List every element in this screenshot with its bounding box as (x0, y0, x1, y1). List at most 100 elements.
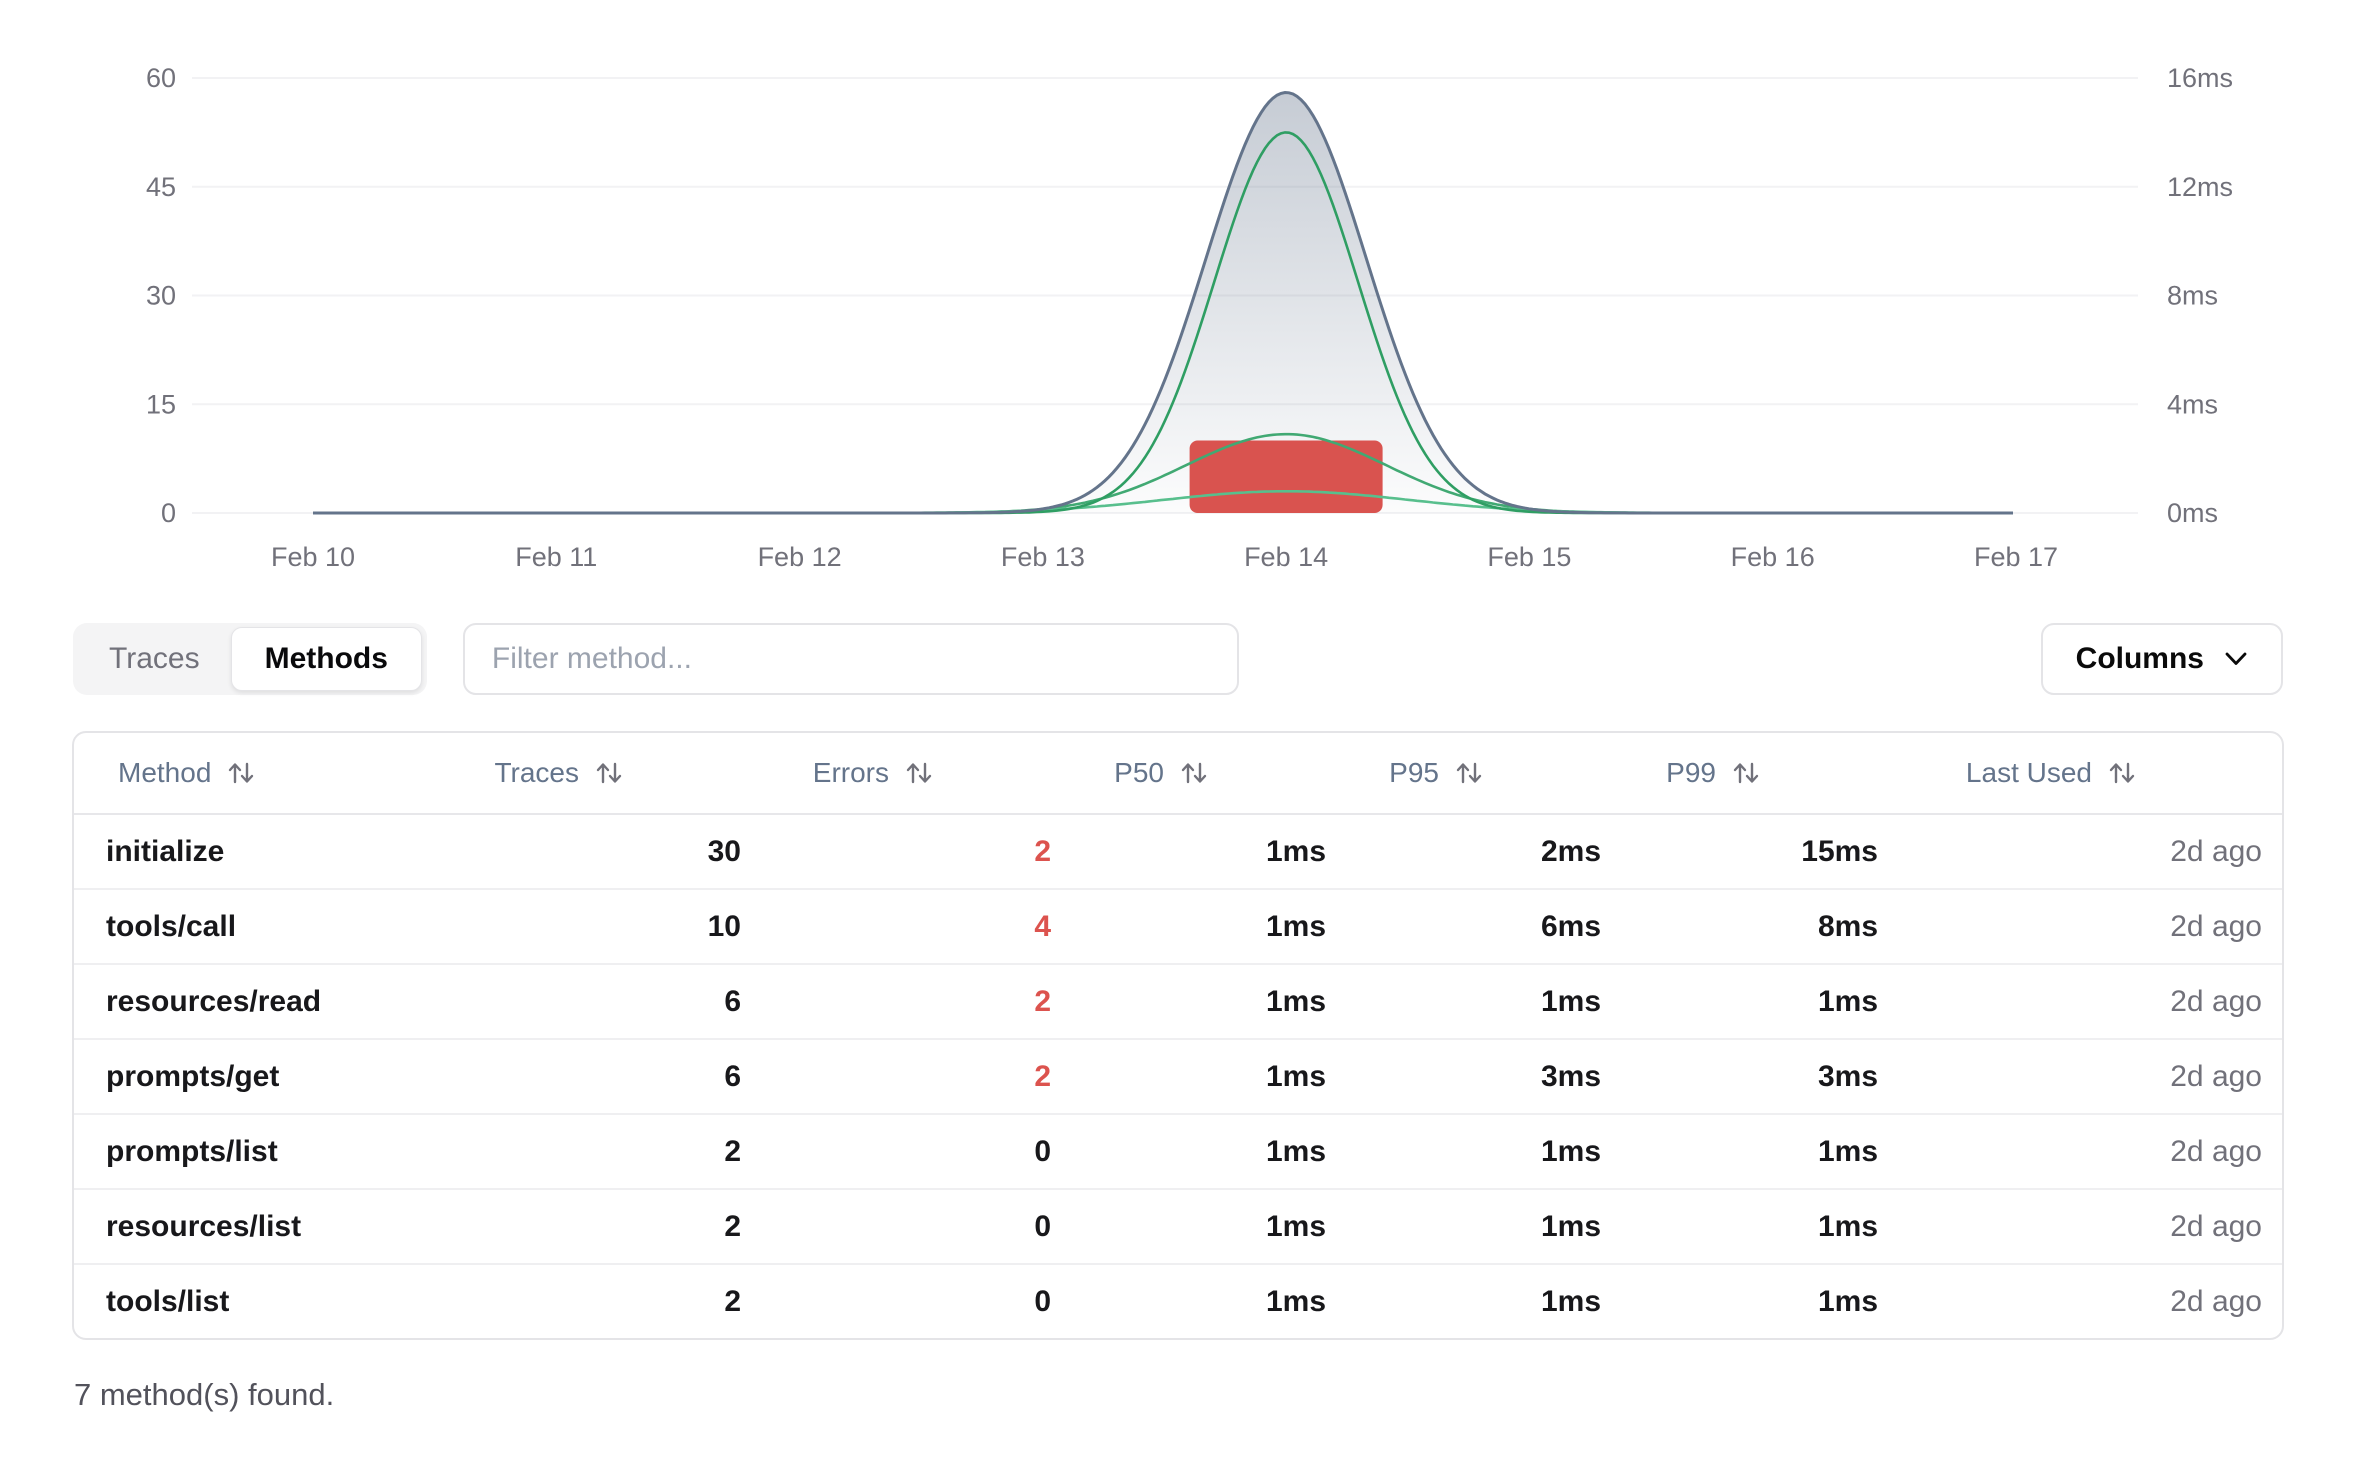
column-header-p99[interactable]: P99 (1629, 733, 1906, 815)
cell-p50: 1ms (1079, 1113, 1354, 1189)
x-axis-tick: Feb 15 (1487, 542, 1571, 572)
cell-errors: 4 (769, 888, 1079, 964)
cell-traces: 6 (562, 963, 769, 1039)
column-header-label: Method (118, 757, 212, 788)
traces-line (313, 90, 2013, 515)
column-header-method[interactable]: Method (74, 733, 562, 815)
cell-traces: 2 (562, 1263, 769, 1338)
cell-p95: 1ms (1354, 1113, 1629, 1189)
column-header-label: P95 (1389, 757, 1439, 788)
x-axis-tick: Feb 11 (515, 542, 597, 572)
tab-traces[interactable]: Traces (109, 642, 200, 675)
cell-last-used: 2d ago (1906, 963, 2282, 1039)
cell-traces: 30 (707, 834, 741, 868)
cell-p99: 1ms (1629, 1188, 1906, 1264)
traces-area (313, 92, 2016, 513)
cell-last-used: 2d ago (1906, 1038, 2282, 1114)
column-header-errors[interactable]: Errors (769, 733, 1079, 815)
cell-errors: 0 (769, 1113, 1079, 1189)
columns-button-label: Columns (2075, 642, 2204, 675)
column-header-last-used[interactable]: Last Used (1906, 733, 2282, 815)
right-axis-tick: 8ms (2167, 281, 2218, 311)
left-axis-tick: 45 (146, 172, 176, 202)
x-axis-tick: Feb 13 (1001, 542, 1085, 572)
cell-method: prompts/get (74, 1038, 562, 1114)
column-header-label: Last Used (1965, 757, 2092, 788)
table-row[interactable]: tools/call 10 4 1ms 6ms 8ms 2d ago (74, 888, 2282, 964)
cell-last-used: 2d ago (1906, 1263, 2282, 1338)
x-axis-tick: Feb 14 (1244, 542, 1328, 572)
cell-p95: 1ms (1354, 1263, 1629, 1338)
cell-p95: 3ms (1354, 1038, 1629, 1114)
result-count-text: 7 method(s) found. (74, 1377, 335, 1412)
sort-icon (596, 762, 622, 784)
left-axis-tick: 60 (146, 63, 176, 93)
cell-p95: 1ms (1354, 963, 1629, 1039)
left-axis-tick: 30 (146, 281, 176, 311)
table-row[interactable]: resources/list 2 0 1ms 1ms 1ms 2d ago (74, 1188, 2282, 1264)
column-header-traces[interactable]: Traces (494, 733, 769, 815)
sort-icon (229, 762, 254, 784)
table-row[interactable]: prompts/list 2 0 1ms 1ms 1ms 2d ago (74, 1113, 2282, 1189)
sort-icon (1181, 762, 1207, 784)
left-axis-tick: 0 (161, 498, 176, 528)
right-axis-tick: 0ms (2167, 498, 2218, 528)
traces-latency-chart: 60 45 30 15 0 16ms 12ms 8ms 4ms 0ms Feb 10 Feb 11 Fe… (0, 0, 2356, 612)
cell-traces: 10 (562, 888, 769, 964)
x-axis-tick: Feb 10 (271, 542, 355, 572)
chart-canvas: 60 45 30 15 0 16ms 12ms 8ms 4ms 0ms Feb 10 Feb 11 Fe… (146, 63, 2233, 572)
cell-last-used: 2d ago (1906, 1113, 2282, 1189)
cell-p50: 1ms (1079, 1188, 1354, 1264)
cell-p95: 2ms (1540, 834, 1601, 868)
cell-p95: 1ms (1354, 1188, 1629, 1264)
cell-method: resources/list (74, 1188, 562, 1264)
left-axis-tick: 15 (146, 389, 176, 419)
right-axis-tick: 12ms (2167, 172, 2233, 202)
table-row[interactable]: resources/read 6 2 1ms 1ms 1ms 2d ago (74, 963, 2282, 1039)
cell-traces: 2 (562, 1113, 769, 1189)
cell-traces: 6 (562, 1038, 769, 1114)
columns-button[interactable]: Columns (2040, 623, 2283, 695)
cell-p99: 15ms (1801, 834, 1878, 868)
tab-methods[interactable]: Methods (230, 627, 422, 691)
errors-bar (1189, 440, 1383, 513)
cell-p99: 1ms (1629, 1263, 1906, 1338)
cell-errors: 2 (769, 1038, 1079, 1114)
methods-table: Method Traces Errors P50 P95 P99 Last Used ini… (72, 731, 2284, 1340)
cell-p99: 1ms (1629, 963, 1906, 1039)
sort-icon (2109, 762, 2135, 784)
column-header-label: Traces (494, 757, 579, 788)
column-header-label: Errors (812, 757, 889, 788)
x-axis-tick: Feb 12 (758, 542, 842, 572)
column-header-p50[interactable]: P50 (1079, 733, 1354, 815)
cell-errors: 2 (769, 963, 1079, 1039)
cell-last-used: 2d ago (2170, 834, 2262, 868)
cell-p50: 1ms (1079, 888, 1354, 964)
table-row[interactable]: initialize 30 2 1ms 2ms 15ms 2d ago (74, 814, 2282, 889)
cell-p50: 1ms (1265, 834, 1326, 868)
filter-method-input[interactable] (462, 623, 1239, 695)
chevron-down-icon (2225, 652, 2247, 665)
cell-p50: 1ms (1079, 1263, 1354, 1338)
cell-last-used: 2d ago (1906, 1188, 2282, 1264)
cell-method: initialize (106, 834, 225, 868)
column-header-label: P50 (1114, 757, 1164, 788)
view-tabs: Traces Methods (73, 623, 427, 695)
table-row[interactable]: prompts/get 6 2 1ms 3ms 3ms 2d ago (74, 1038, 2282, 1114)
table-row[interactable]: tools/list 2 0 1ms 1ms 1ms 2d ago (74, 1263, 2282, 1338)
cell-errors: 0 (769, 1188, 1079, 1264)
cell-method: prompts/list (74, 1113, 562, 1189)
table-controls: Traces Methods Columns (73, 623, 2283, 695)
cell-method: tools/call (74, 888, 562, 964)
cell-method: resources/read (74, 963, 562, 1039)
cell-method: tools/list (74, 1263, 562, 1338)
column-header-p95[interactable]: P95 (1354, 733, 1629, 815)
x-axis-tick: Feb 17 (1974, 542, 2058, 572)
sort-icon (906, 762, 932, 784)
x-axis-tick: Feb 16 (1731, 542, 1815, 572)
right-axis-tick: 16ms (2167, 63, 2233, 93)
cell-p99: 1ms (1629, 1113, 1906, 1189)
cell-errors: 0 (769, 1263, 1079, 1338)
cell-traces: 2 (562, 1188, 769, 1264)
cell-p50: 1ms (1079, 1038, 1354, 1114)
